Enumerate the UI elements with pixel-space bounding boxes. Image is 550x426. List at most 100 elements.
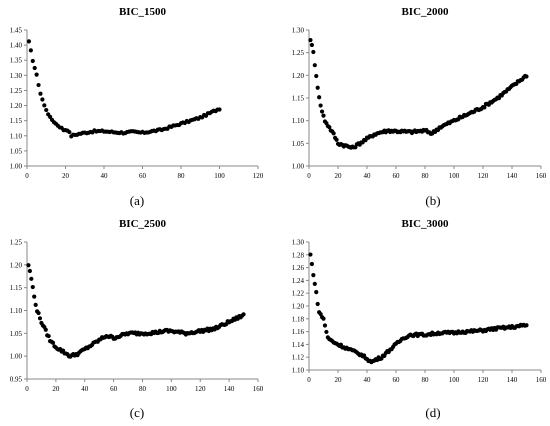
caption-d: (d) [425, 405, 441, 420]
data-point [32, 65, 37, 71]
data-point [334, 137, 339, 142]
chart-svg-a: BIC_1500 0 20 40 60 80 100 120 1.00 1.05 1.10 1.15 1… [10, 6, 264, 180]
x-tick-label: 120 [195, 385, 206, 393]
y-tick-label: 1.25 [10, 239, 23, 247]
x-tick-label: 80 [422, 172, 430, 180]
x-tick-label: 60 [110, 385, 118, 393]
x-tick-label: 140 [224, 385, 235, 393]
x-tick-label: 160 [253, 385, 264, 393]
data-point [324, 329, 329, 335]
chart-title: BIC_3000 [401, 218, 449, 230]
data-point [327, 125, 332, 130]
data-point [29, 276, 34, 281]
x-tick-label: 120 [253, 172, 264, 180]
data-point [217, 107, 222, 112]
x-tick-label: 80 [422, 376, 430, 384]
y-tick-label: 1.40 [10, 42, 23, 50]
data-point [30, 284, 35, 290]
chart-svg-b: BIC_2000 0 20 40 60 80 100 120 140 160 1.00 1.05 1.1… [292, 6, 547, 180]
y-tick-label: 1.30 [292, 27, 305, 35]
data-point [321, 316, 326, 321]
y-tick-label: 1.25 [10, 87, 23, 95]
data-point [308, 252, 313, 257]
data-point [48, 114, 53, 119]
chart-title: BIC_2000 [401, 6, 449, 18]
data-point [314, 73, 319, 79]
x-tick-label: 20 [335, 172, 343, 180]
y-tick-label: 1.16 [292, 328, 305, 336]
caption-a: (a) [129, 193, 145, 208]
data-point [482, 105, 487, 110]
y-tick-label: 1.20 [10, 102, 23, 110]
data-point [322, 323, 328, 328]
x-tick-label: 60 [139, 172, 147, 180]
y-tick-label: 1.05 [10, 147, 23, 155]
y-tick-label: 1.24 [292, 277, 305, 285]
x-tick-label: 0 [25, 172, 29, 180]
y-tick-label: 1.22 [292, 290, 305, 298]
x-tick-label: 40 [101, 172, 109, 180]
y-tick-label: 1.05 [10, 330, 23, 338]
x-tick-label: 0 [307, 376, 311, 384]
y-tick-label: 1.15 [10, 284, 23, 292]
data-point [314, 290, 319, 295]
y-tick-label: 1.25 [292, 49, 305, 57]
chart-panel-c: BIC_2500 0 20 40 60 80 100 120 140 160 0.95 1.00 1.0… [0, 213, 275, 426]
y-tick-label: 1.20 [292, 303, 305, 311]
data-point [33, 302, 38, 307]
caption-c: (c) [129, 405, 145, 420]
y-tick-label: 1.00 [10, 353, 23, 361]
data-point [37, 316, 43, 321]
data-point [40, 97, 45, 102]
x-tick-label: 40 [81, 385, 89, 393]
data-point [312, 281, 317, 286]
data-point [331, 131, 336, 136]
chart-panel-a: BIC_1500 0 20 40 60 80 100 120 1.00 1.05 1.10 1.15 1… [0, 0, 275, 213]
data-point [50, 340, 56, 345]
x-tick-label: 140 [507, 172, 518, 180]
data-point [44, 107, 49, 113]
y-tick-label: 1.15 [10, 117, 23, 125]
x-tick-label: 60 [393, 172, 401, 180]
data-point [315, 301, 320, 307]
x-tick-label: 60 [393, 376, 401, 384]
data-point [318, 103, 323, 108]
data-point [309, 42, 314, 48]
data-point [30, 58, 35, 64]
data-point [317, 95, 322, 100]
y-tick-label: 1.30 [10, 72, 23, 80]
data-point [312, 63, 317, 68]
x-tick-label: 40 [364, 172, 372, 180]
y-tick-label: 1.45 [10, 27, 23, 35]
data-point [311, 49, 316, 55]
chart-svg-c: BIC_2500 0 20 40 60 80 100 120 140 160 0.95 1.00 1.0… [10, 218, 264, 393]
x-tick-label: 40 [364, 376, 372, 384]
data-point [46, 333, 51, 339]
y-tick-label: 1.35 [10, 57, 23, 65]
x-tick-label: 80 [178, 172, 186, 180]
x-tick-label: 20 [52, 385, 60, 393]
caption-b: (b) [425, 193, 441, 208]
data-point [38, 91, 43, 96]
data-point [34, 72, 39, 77]
x-tick-label: 160 [536, 376, 547, 384]
data-point [309, 261, 314, 267]
data-point [42, 103, 47, 108]
data-point [26, 263, 31, 268]
y-tick-label: 1.14 [292, 341, 305, 349]
data-point [36, 310, 41, 316]
data-point [308, 37, 313, 43]
data-point [28, 48, 33, 53]
y-tick-label: 1.18 [292, 315, 305, 323]
y-tick-label: 1.15 [292, 95, 305, 103]
x-tick-label: 100 [449, 172, 460, 180]
y-tick-label: 1.20 [292, 72, 305, 80]
y-tick-label: 1.00 [292, 163, 305, 171]
x-tick-label: 100 [449, 376, 460, 384]
chart-svg-d: BIC_3000 0 20 40 60 80 100 120 140 160 1.10 1.12 1.1… [292, 218, 547, 384]
x-tick-label: 20 [62, 172, 70, 180]
y-tick-label: 1.10 [292, 117, 305, 125]
data-point [319, 109, 325, 114]
y-tick-label: 1.26 [292, 264, 305, 272]
x-tick-label: 120 [478, 376, 489, 384]
